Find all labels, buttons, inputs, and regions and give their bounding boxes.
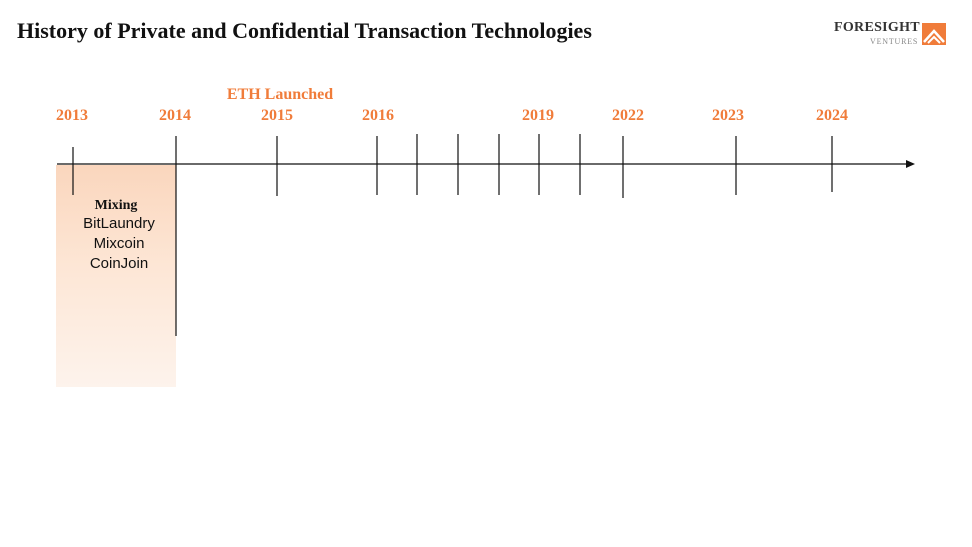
year-label-2023: 2023: [712, 107, 744, 124]
mixing-item-mixcoin: Mixcoin: [93, 235, 145, 252]
mixing-item-bitlaundry: BitLaundry: [83, 215, 155, 232]
logo-subtitle: VENTURES: [870, 37, 919, 46]
logo-mark-icon: [922, 23, 946, 45]
mixing-item-coinjoin: CoinJoin: [89, 255, 149, 272]
year-label-2013: 2013: [56, 107, 88, 124]
mixing-era-box: [56, 165, 176, 387]
year-label-2015: 2015: [261, 107, 293, 124]
year-label-2014: 2014: [159, 107, 191, 124]
logo-name: FORESIGHT: [834, 20, 920, 35]
year-label-2024: 2024: [816, 107, 848, 124]
page-title: History of Private and Confidential Tran…: [17, 18, 592, 43]
year-label-2019: 2019: [522, 107, 554, 124]
year-label-2016: 2016: [362, 107, 394, 124]
eth-launched-label: ETH Launched: [226, 86, 334, 103]
axis-arrowhead: [906, 160, 915, 168]
foresight-logo: FORESIGHT VENTURES: [834, 20, 949, 50]
year-label-2022: 2022: [612, 107, 644, 124]
mixing-heading: Mixing: [94, 198, 138, 213]
